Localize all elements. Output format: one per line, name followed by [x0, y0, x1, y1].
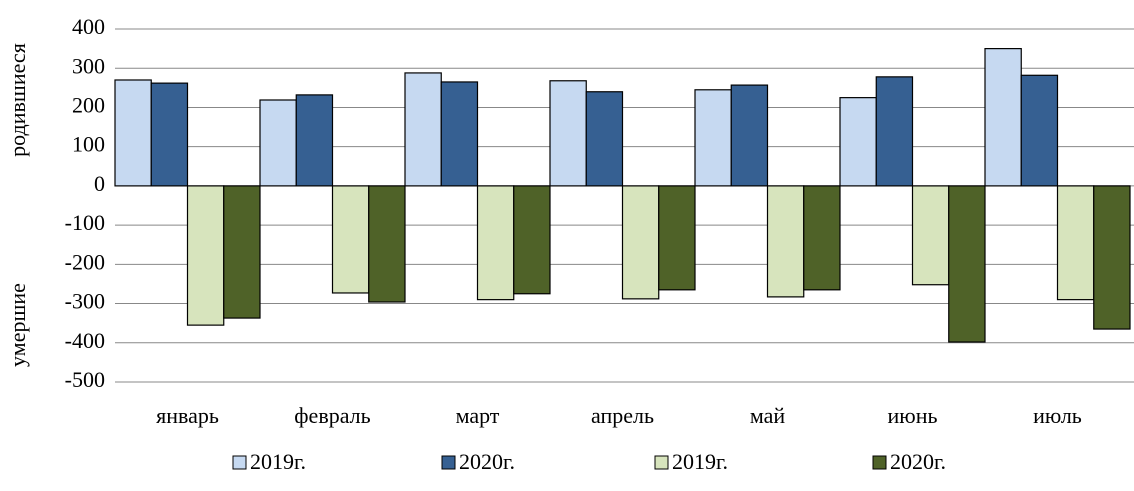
legend-label: 2019г. — [672, 449, 728, 474]
bar — [513, 185, 551, 295]
bar — [440, 81, 479, 187]
bar — [476, 185, 515, 301]
y-tick-label: -100 — [65, 210, 105, 235]
bar — [549, 80, 587, 187]
bar — [114, 79, 152, 187]
bar — [875, 76, 914, 187]
bar — [984, 48, 1022, 187]
y-tick-label: 300 — [72, 53, 105, 78]
bar — [1093, 185, 1131, 330]
legend-swatch — [441, 455, 456, 470]
y-tick-label: 400 — [72, 14, 105, 39]
bar — [259, 99, 297, 187]
y-tick-label: -500 — [65, 367, 105, 392]
bar — [766, 185, 805, 298]
y-tick-label: 0 — [94, 171, 105, 196]
y-axis-label: умершие — [5, 283, 30, 367]
x-tick-label: февраль — [294, 403, 370, 428]
x-tick-label: апрель — [591, 403, 654, 428]
x-tick-label: январь — [156, 403, 219, 428]
bar — [150, 82, 189, 187]
legend-label: 2019г. — [250, 449, 306, 474]
y-tick-label: -200 — [65, 249, 105, 274]
legend-swatch — [232, 455, 247, 470]
legend-swatch — [654, 455, 669, 470]
bar — [948, 185, 986, 343]
bar — [694, 89, 732, 187]
bar — [621, 185, 660, 300]
bar — [803, 185, 841, 291]
y-tick-label: -300 — [65, 289, 105, 314]
bar — [404, 72, 442, 187]
x-tick-label: июль — [1033, 403, 1082, 428]
bar — [331, 185, 370, 294]
x-tick-label: июнь — [887, 403, 937, 428]
y-tick-label: 200 — [72, 92, 105, 117]
bar — [730, 84, 769, 187]
bar — [368, 185, 406, 303]
x-tick-label: март — [456, 403, 500, 428]
bar — [1056, 185, 1095, 301]
y-tick-label: 100 — [72, 132, 105, 157]
bar — [186, 185, 225, 326]
bar — [839, 97, 877, 187]
bar — [295, 94, 334, 187]
y-axis-label: родившиеся — [5, 43, 30, 157]
bar — [658, 185, 696, 291]
bar — [911, 185, 950, 286]
x-tick-label: май — [750, 403, 786, 428]
bar — [1020, 74, 1059, 187]
legend-label: 2020г. — [890, 449, 946, 474]
legend-swatch — [872, 455, 887, 470]
legend-label: 2020г. — [459, 449, 515, 474]
y-tick-label: -400 — [65, 328, 105, 353]
bar — [223, 185, 261, 319]
bar — [585, 91, 624, 187]
